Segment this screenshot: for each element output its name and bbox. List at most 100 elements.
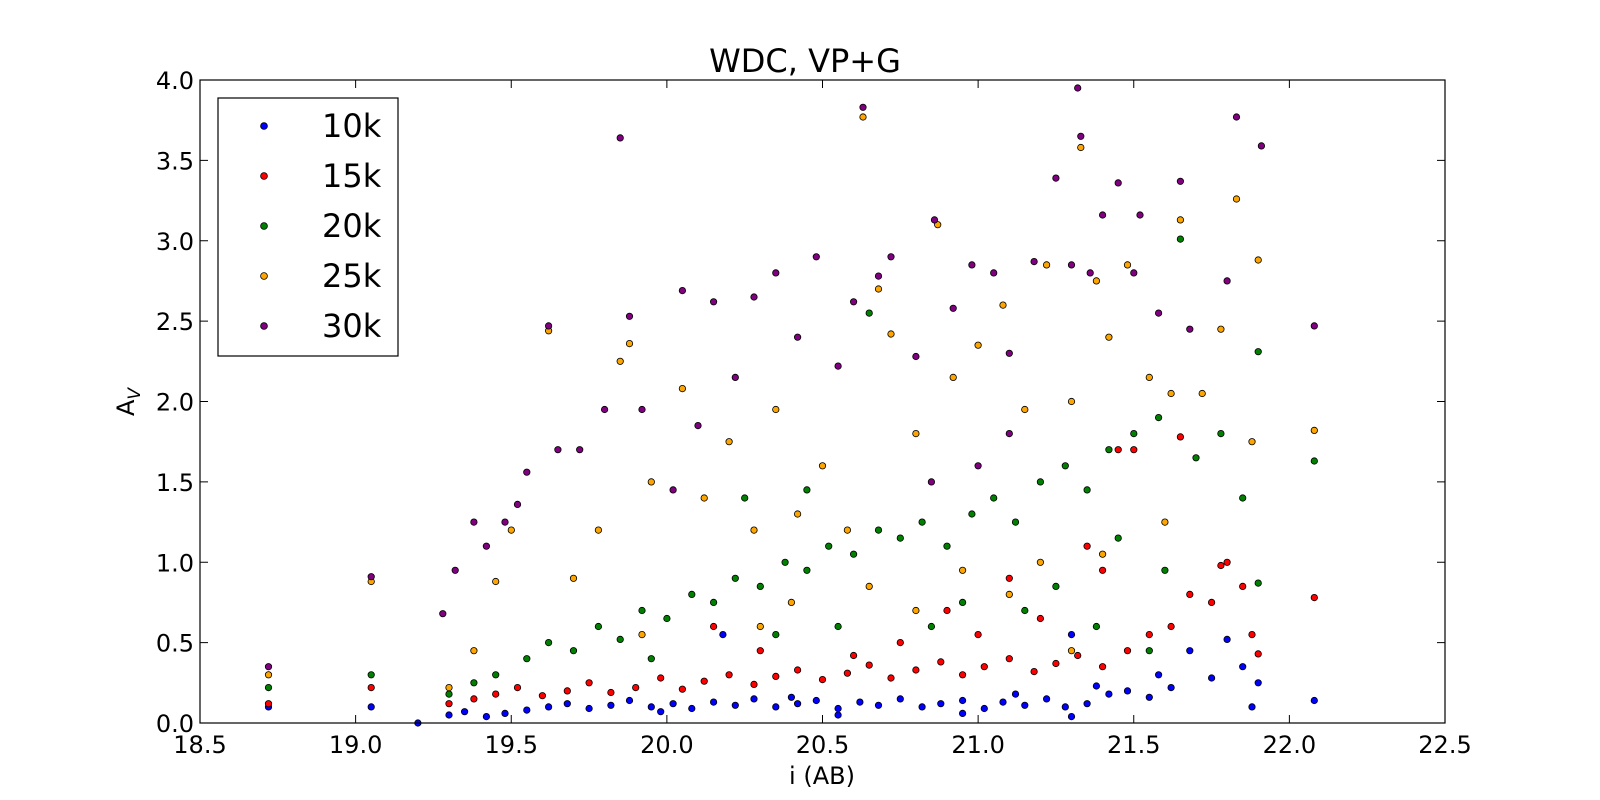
- data-point: [594, 622, 603, 631]
- data-point: [1223, 635, 1231, 644]
- data-point: [523, 706, 531, 714]
- data-point: [1052, 582, 1060, 591]
- data-point: [731, 701, 739, 709]
- data-point: [834, 704, 842, 713]
- data-point: [990, 494, 998, 502]
- data-point: [750, 680, 758, 689]
- data-point: [638, 405, 646, 414]
- data-point: [445, 711, 453, 719]
- data-point: [1208, 674, 1216, 682]
- data-point: [1043, 261, 1051, 269]
- data-point: [554, 446, 562, 454]
- x-tick-label: 21.5: [1107, 731, 1160, 759]
- points-layer: [264, 84, 1318, 727]
- data-point: [1136, 211, 1144, 219]
- data-point: [470, 518, 478, 526]
- data-point: [1105, 446, 1113, 454]
- legend-box: [217, 97, 399, 357]
- data-point: [1254, 650, 1262, 658]
- data-point: [1099, 211, 1107, 219]
- data-point: [1105, 690, 1113, 698]
- data-point: [859, 103, 867, 111]
- data-point: [1021, 405, 1029, 414]
- data-point: [943, 606, 951, 615]
- x-axis-label: i (AB): [789, 762, 855, 790]
- data-point: [1061, 703, 1069, 711]
- data-point: [709, 622, 718, 631]
- data-point: [849, 651, 858, 660]
- data-point: [756, 622, 764, 631]
- data-point: [958, 696, 967, 705]
- data-point: [669, 700, 677, 708]
- data-point: [974, 630, 982, 639]
- data-point: [731, 373, 739, 381]
- data-point: [1036, 614, 1045, 623]
- legend-label: 25k: [322, 257, 382, 295]
- data-point: [912, 606, 920, 615]
- data-point: [834, 711, 842, 719]
- series-20k: [264, 235, 1318, 698]
- data-point: [445, 700, 453, 708]
- legend-label: 10k: [322, 107, 382, 145]
- data-point: [1223, 558, 1231, 566]
- y-tick-label: 2.0: [156, 389, 194, 417]
- data-point: [663, 614, 671, 623]
- data-point: [958, 709, 967, 718]
- data-point: [1077, 132, 1085, 140]
- series-25k: [264, 113, 1318, 692]
- data-point: [896, 638, 904, 647]
- data-point: [1105, 333, 1113, 341]
- data-point: [657, 674, 665, 682]
- data-point: [937, 700, 945, 708]
- data-point: [999, 698, 1007, 706]
- data-point: [513, 683, 522, 692]
- data-point: [1310, 593, 1318, 602]
- data-point: [1248, 703, 1256, 711]
- data-point: [1114, 446, 1122, 454]
- x-tick-label: 22.5: [1418, 731, 1471, 759]
- data-point: [1248, 630, 1256, 639]
- data-point: [594, 526, 603, 534]
- data-point: [1155, 671, 1163, 679]
- data-point: [990, 269, 998, 277]
- data-point: [1036, 478, 1045, 486]
- data-point: [523, 468, 531, 476]
- data-point: [912, 666, 920, 674]
- data-point: [818, 675, 827, 684]
- data-point: [1083, 542, 1091, 550]
- data-point: [1145, 693, 1153, 701]
- data-point: [896, 534, 904, 542]
- data-point: [1186, 325, 1194, 333]
- data-point: [569, 574, 578, 582]
- data-point: [1192, 454, 1200, 462]
- data-point: [719, 630, 727, 639]
- y-tick-label: 1.5: [156, 469, 194, 497]
- data-point: [470, 647, 478, 655]
- data-point: [367, 671, 375, 679]
- data-point: [843, 526, 852, 534]
- data-point: [647, 655, 655, 663]
- data-point: [492, 577, 500, 586]
- data-point: [523, 655, 531, 663]
- data-point: [1005, 655, 1013, 663]
- data-point: [1176, 216, 1185, 224]
- data-point: [1123, 647, 1132, 655]
- data-point: [930, 216, 939, 224]
- data-point: [1030, 257, 1038, 266]
- data-point: [843, 669, 852, 677]
- data-point: [264, 700, 273, 708]
- data-point: [700, 677, 708, 685]
- data-point: [460, 708, 469, 716]
- data-point: [1074, 84, 1082, 92]
- data-point: [968, 510, 976, 518]
- data-point: [576, 446, 584, 454]
- data-point: [625, 696, 634, 705]
- data-point: [688, 704, 696, 713]
- data-point: [974, 341, 982, 349]
- data-point: [1067, 261, 1076, 269]
- data-point: [772, 672, 780, 681]
- data-point: [1099, 550, 1107, 558]
- data-point: [874, 701, 883, 709]
- data-point: [918, 518, 926, 526]
- data-point: [856, 698, 864, 706]
